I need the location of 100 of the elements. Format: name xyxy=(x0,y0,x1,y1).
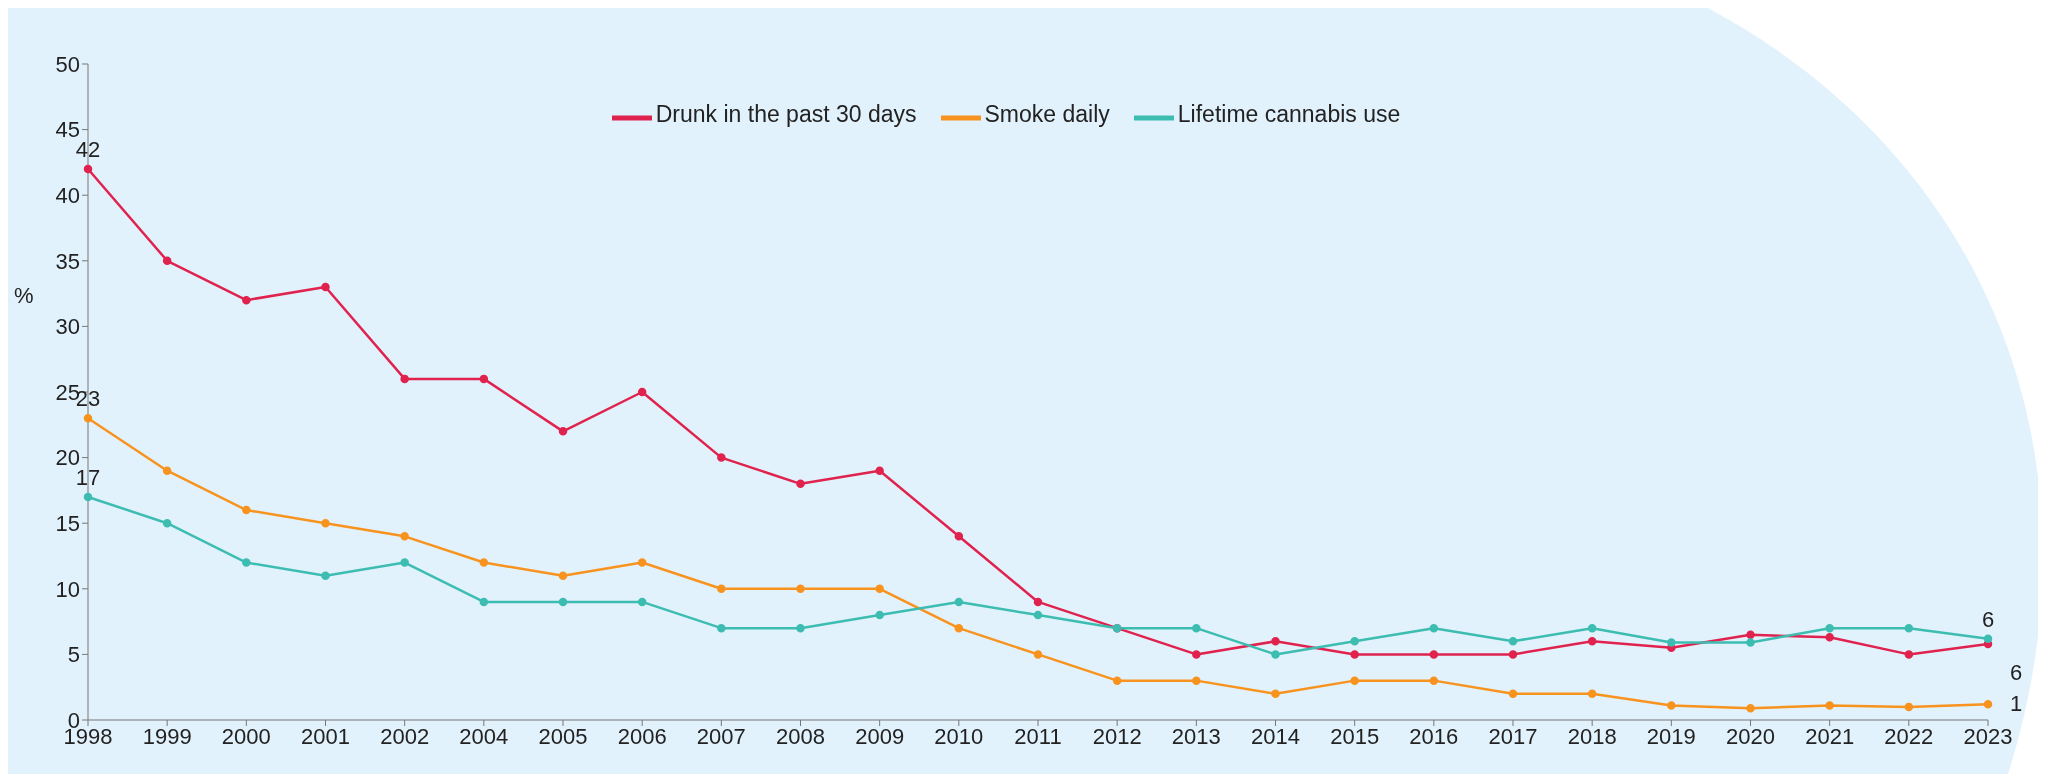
y-tick-label: 35 xyxy=(55,248,80,274)
point xyxy=(1746,638,1755,647)
point xyxy=(1825,701,1834,710)
point xyxy=(954,532,964,541)
data-label: 6 xyxy=(2009,659,2023,685)
x-tick-label: 2009 xyxy=(855,723,905,749)
point xyxy=(637,387,647,397)
data-label: 1 xyxy=(2009,691,2023,717)
point xyxy=(717,623,726,633)
point xyxy=(1508,689,1518,699)
point xyxy=(1429,676,1439,685)
y-axis-title: % xyxy=(14,283,34,309)
point xyxy=(637,558,647,567)
point xyxy=(1033,610,1043,620)
x-tick-label: 2002 xyxy=(380,723,430,749)
data-label: 6 xyxy=(1981,606,1995,632)
x-tick-label: 2007 xyxy=(696,723,746,749)
point xyxy=(875,610,884,620)
point xyxy=(1746,703,1755,713)
y-tick-label: 30 xyxy=(55,314,80,340)
point xyxy=(875,466,884,475)
point xyxy=(1033,597,1043,607)
x-tick-label: 2005 xyxy=(538,723,588,749)
point xyxy=(479,597,489,607)
point xyxy=(242,558,251,567)
point xyxy=(321,571,330,580)
point xyxy=(717,584,726,594)
x-tick-label: 2015 xyxy=(1330,723,1380,749)
point xyxy=(400,532,409,541)
point xyxy=(875,584,884,594)
x-tick-label: 2023 xyxy=(1963,723,2013,749)
point xyxy=(1667,701,1676,710)
x-tick-label: 2021 xyxy=(1805,723,1855,749)
point xyxy=(1508,637,1518,646)
x-tick-label: 2019 xyxy=(1646,723,1696,749)
point xyxy=(1350,650,1359,659)
x-tick-label: 2001 xyxy=(301,723,350,749)
x-tick-label: 2017 xyxy=(1488,723,1538,749)
point xyxy=(1112,676,1122,685)
point xyxy=(1983,700,1993,709)
x-tick-label: 2006 xyxy=(617,723,667,749)
point xyxy=(954,597,964,607)
point xyxy=(1192,623,1201,633)
x-tick-label: 2004 xyxy=(459,723,509,749)
point xyxy=(1271,637,1280,646)
point xyxy=(321,518,330,528)
point xyxy=(1904,623,1914,633)
point xyxy=(162,256,172,266)
legend-label: Lifetime cannabis use xyxy=(1177,101,1401,128)
point xyxy=(1983,634,1993,643)
point xyxy=(321,282,330,292)
x-tick-label: 2018 xyxy=(1567,723,1617,749)
x-tick-label: 2008 xyxy=(776,723,825,749)
point xyxy=(558,427,568,436)
point xyxy=(1825,633,1834,642)
legend-label: Drunk in the past 30 days xyxy=(655,101,917,128)
point xyxy=(1350,637,1359,646)
point xyxy=(83,492,93,502)
point xyxy=(479,374,489,384)
x-tick-label: 2010 xyxy=(934,723,984,749)
x-tick-label: 2011 xyxy=(1014,723,1062,749)
x-tick-label: 2014 xyxy=(1251,723,1300,749)
legend-label: Smoke daily xyxy=(984,101,1110,128)
point xyxy=(83,413,93,423)
point xyxy=(1429,650,1439,659)
point xyxy=(1350,676,1359,685)
point xyxy=(558,571,568,580)
point xyxy=(558,597,568,607)
x-tick-label: 2016 xyxy=(1409,723,1459,749)
point xyxy=(1192,676,1201,685)
point xyxy=(1508,650,1518,659)
point xyxy=(242,505,251,515)
point xyxy=(400,374,409,384)
point xyxy=(1271,650,1280,659)
y-tick-label: 15 xyxy=(55,511,80,537)
point xyxy=(1271,689,1280,699)
point xyxy=(479,558,489,567)
point xyxy=(954,623,964,633)
x-tick-label: 2020 xyxy=(1726,723,1775,749)
y-tick-label: 10 xyxy=(55,576,80,602)
point xyxy=(1587,637,1597,646)
x-tick-label: 2013 xyxy=(1171,723,1221,749)
point xyxy=(83,164,93,174)
point xyxy=(400,558,409,567)
point xyxy=(162,466,172,475)
point xyxy=(1429,623,1439,633)
point xyxy=(1904,702,1914,712)
point xyxy=(1746,630,1755,639)
x-tick-label: 2022 xyxy=(1884,723,1934,749)
point xyxy=(1192,650,1201,659)
point xyxy=(1033,650,1043,659)
point xyxy=(796,584,805,594)
y-tick-label: 50 xyxy=(55,51,80,77)
point xyxy=(1667,638,1676,647)
point xyxy=(1825,623,1834,633)
point xyxy=(796,479,805,489)
y-tick-label: 5 xyxy=(67,642,80,668)
x-tick-label: 1999 xyxy=(142,723,192,749)
y-tick-label: 40 xyxy=(55,183,80,209)
point xyxy=(717,453,726,462)
